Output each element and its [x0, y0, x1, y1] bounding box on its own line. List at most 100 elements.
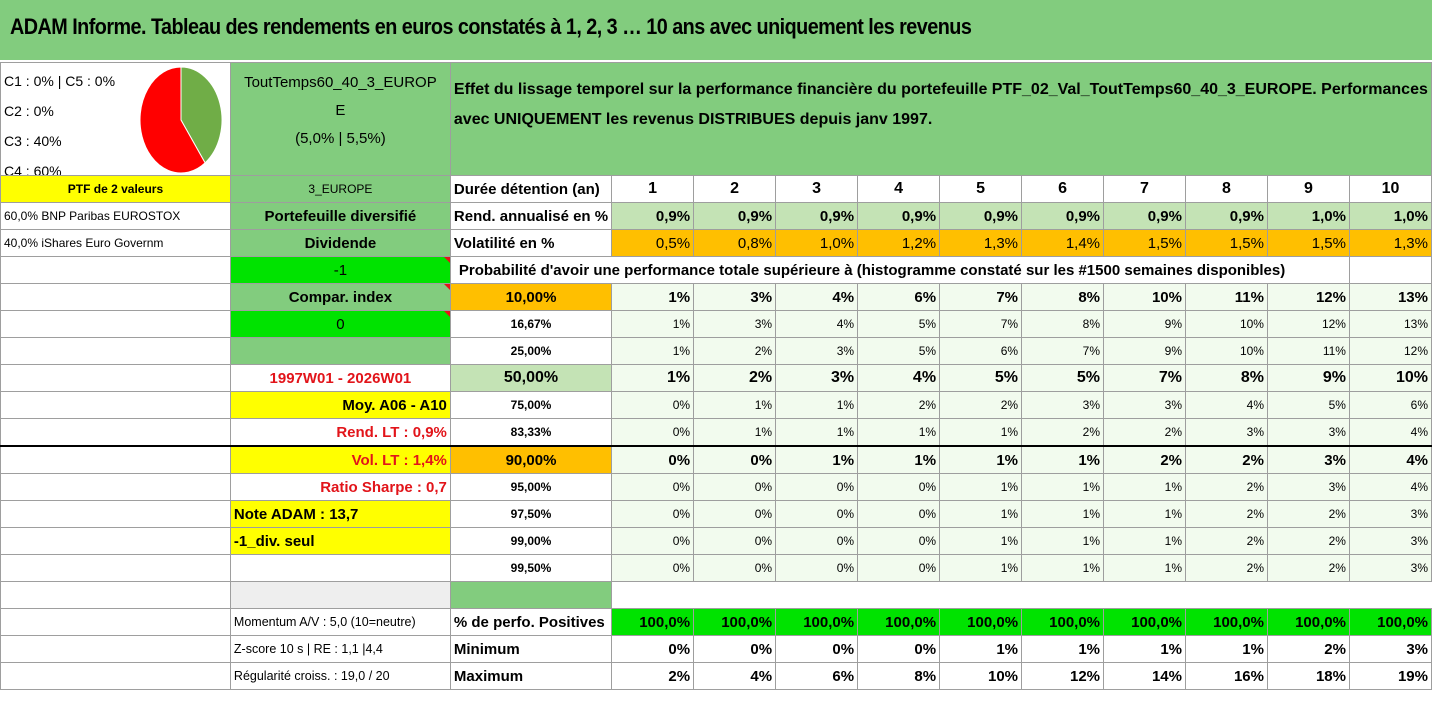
- legend-line: C1 : 0% | C5 : 0%: [4, 73, 116, 89]
- probability-value: 3%: [775, 337, 859, 365]
- portfolio-name-line3: (5,0% | 5,5%): [295, 130, 386, 147]
- momentum-label: Momentum A/V : 5,0 (10=neutre): [229, 608, 451, 636]
- empty-cell: [0, 391, 231, 419]
- return-label: Rend. annualisé en %: [449, 202, 613, 230]
- positive-value: 100,0%: [1103, 608, 1186, 636]
- maximum-value: 12%: [1021, 662, 1105, 690]
- probability-value: 0%: [611, 554, 695, 582]
- volatility-value: 1,3%: [939, 229, 1023, 257]
- maximum-value: 19%: [1348, 662, 1432, 690]
- div-seul-label: -1_div. seul: [229, 527, 451, 555]
- probability-value: 2%: [1185, 500, 1268, 528]
- probability-value: 1%: [1021, 445, 1105, 474]
- volatility-value: 1,3%: [1348, 229, 1432, 257]
- probability-value: 1%: [1021, 473, 1105, 501]
- probability-value: 13%: [1348, 310, 1432, 338]
- probability-value: 1%: [1021, 527, 1105, 555]
- minimum-value: 1%: [939, 635, 1023, 663]
- probability-value: 0%: [693, 445, 777, 474]
- probability-value: 2%: [1021, 418, 1105, 447]
- duration-label: Durée détention (an): [449, 175, 613, 203]
- quantile-row: Moy. A06 - A10 75,00% 0% 1% 1% 2% 2% 3% 3% 4% 5% 6%: [0, 391, 1432, 419]
- year-header: 7: [1103, 175, 1186, 203]
- probability-value: 1%: [1021, 500, 1105, 528]
- probability-value: 3%: [1348, 527, 1432, 555]
- maximum-value: 10%: [939, 662, 1023, 690]
- year-header: 2: [693, 175, 777, 203]
- moy-label: Moy. A06 - A10: [229, 391, 451, 419]
- probability-value: 0%: [775, 554, 859, 582]
- dividend-label: Dividende: [229, 229, 451, 257]
- probability-value: 1%: [611, 364, 695, 392]
- maximum-value: 4%: [693, 662, 777, 690]
- probability-value: 1%: [1103, 500, 1186, 528]
- probability-value: 3%: [1266, 473, 1350, 501]
- maximum-value: 2%: [611, 662, 695, 690]
- probability-value: 1%: [939, 445, 1023, 474]
- year-header: 4: [857, 175, 941, 203]
- probability-value: 2%: [1103, 445, 1186, 474]
- allocation-legend: C1 : 0% | C5 : 0% C2 : 0% C3 : 40% C4 : …: [4, 67, 116, 175]
- return-value: 0,9%: [857, 202, 941, 230]
- quantile-row: 1997W01 - 2026W01 50,00% 1% 2% 3% 4% 5% 5% 7% 8% 9…: [0, 364, 1432, 392]
- return-value: 1,0%: [1266, 202, 1350, 230]
- probability-value: 11%: [1266, 337, 1350, 365]
- probability-value: 0%: [693, 473, 777, 501]
- description-cell: Effet du lissage temporel sur la perform…: [449, 62, 1432, 176]
- probability-value: 0%: [611, 418, 695, 447]
- probability-value: 6%: [1348, 391, 1432, 419]
- probability-value: 9%: [1103, 337, 1186, 365]
- volatility-value: 1,2%: [857, 229, 941, 257]
- quantile-row: Ratio Sharpe : 0,7 95,00% 0% 0% 0% 0% 1% 1% 1% 2%…: [0, 473, 1432, 501]
- performance-table: C1 : 0% | C5 : 0% C2 : 0% C3 : 40% C4 : …: [0, 62, 1432, 690]
- quantile-label: 97,50%: [449, 500, 613, 528]
- empty-cell: [0, 473, 231, 501]
- empty-cell: [0, 554, 231, 582]
- probability-value: 3%: [1185, 418, 1268, 447]
- empty-cell: [0, 283, 231, 311]
- return-row: 60,0% BNP Paribas EUROSTOX Portefeuille d…: [0, 202, 1432, 230]
- probability-value: 1%: [775, 418, 859, 447]
- empty-cell: [0, 364, 231, 392]
- empty-cell: [612, 582, 1432, 609]
- portfolio-name-line1: ToutTemps60_40_3_EUROP: [244, 74, 437, 91]
- probability-value: 1%: [939, 418, 1023, 447]
- maximum-row: Régularité croiss. : 19,0 / 20 Maximum 2% 4…: [0, 662, 1432, 690]
- description-text: Effet du lissage temporel sur la perform…: [453, 81, 1428, 128]
- probability-value: 1%: [775, 391, 859, 419]
- return-value: 0,9%: [611, 202, 695, 230]
- probability-value: 9%: [1103, 310, 1186, 338]
- minimum-value: 1%: [1021, 635, 1105, 663]
- volatility-value: 1,4%: [1021, 229, 1105, 257]
- probability-value: 6%: [939, 337, 1023, 365]
- probability-value: 4%: [775, 310, 859, 338]
- quantile-row: Rend. LT : 0,9% 83,33% 0% 1% 1% 1% 1% 2% 2% 3% 3% 4…: [0, 418, 1432, 447]
- compar-index-label: Compar. index: [229, 283, 451, 311]
- minimum-value: 0%: [611, 635, 695, 663]
- probability-value: 8%: [1185, 364, 1268, 392]
- probability-value: 2%: [693, 364, 777, 392]
- legend-line: C2 : 0%: [4, 103, 54, 119]
- quantile-label: 25,00%: [449, 337, 613, 365]
- probability-header-row: -1 Probabilité d'avoir une performance to…: [0, 256, 1432, 284]
- probability-value: 7%: [939, 283, 1023, 311]
- year-header-row: PTF de 2 valeurs 3_EUROPE Durée détention …: [0, 175, 1432, 203]
- probability-value: 3%: [693, 283, 777, 311]
- probability-value: 0%: [693, 500, 777, 528]
- probability-value: 4%: [857, 364, 941, 392]
- sharpe-label: Ratio Sharpe : 0,7: [229, 473, 451, 501]
- pie-slice-c3: [180, 66, 223, 164]
- probability-value: 5%: [857, 310, 941, 338]
- quantile-label: 10,00%: [449, 283, 613, 311]
- allocation-pie-chart: [139, 66, 223, 174]
- probability-value: 4%: [1348, 445, 1432, 474]
- probability-value: 2%: [1185, 554, 1268, 582]
- quantile-label: 99,50%: [449, 554, 613, 582]
- report-title: ADAM Informe. Tableau des rendements en …: [10, 14, 972, 39]
- empty-cell: [229, 554, 451, 582]
- minimum-value: 0%: [775, 635, 859, 663]
- empty-green-cell: [449, 581, 613, 609]
- probability-value: 1%: [775, 445, 859, 474]
- rend-lt-label: Rend. LT : 0,9%: [229, 418, 451, 447]
- year-header: 5: [939, 175, 1023, 203]
